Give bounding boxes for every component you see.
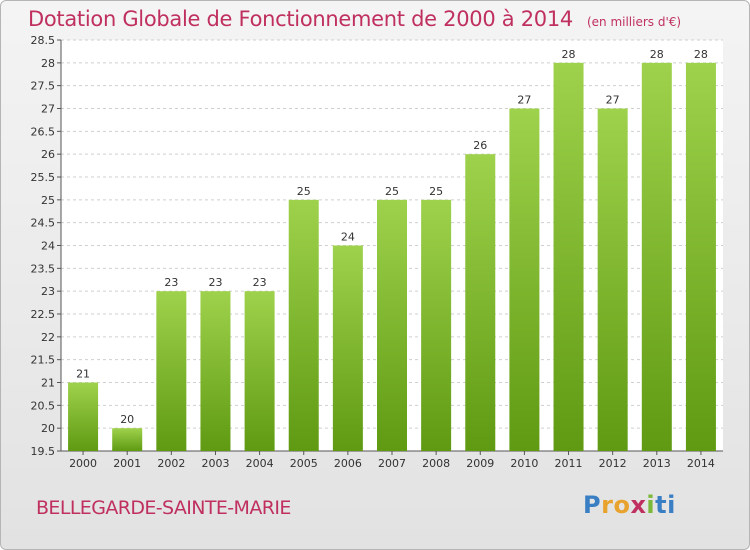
x-tick-label: 2013 xyxy=(643,457,671,470)
bar-value-label: 25 xyxy=(385,185,399,198)
y-tick-label: 24.5 xyxy=(31,217,56,230)
logo-letter: P xyxy=(583,491,602,519)
x-tick-label: 2002 xyxy=(157,457,185,470)
bar-value-label: 28 xyxy=(562,48,576,61)
logo-letter: x xyxy=(630,491,647,519)
bar-value-label: 25 xyxy=(297,185,311,198)
bar-value-label: 28 xyxy=(694,48,708,61)
y-tick-label: 23.5 xyxy=(31,262,56,275)
bar xyxy=(288,199,319,451)
x-tick-label: 2012 xyxy=(599,457,627,470)
y-tick-label: 27 xyxy=(41,103,55,116)
bar xyxy=(685,62,716,451)
bar xyxy=(156,291,187,451)
bar-value-label: 21 xyxy=(76,368,90,381)
bar xyxy=(553,62,584,451)
y-tick-label: 28 xyxy=(41,57,55,70)
logo-letter: i xyxy=(646,491,656,519)
bar xyxy=(421,199,452,451)
y-tick-label: 25.5 xyxy=(31,171,56,184)
y-tick-label: 21.5 xyxy=(31,354,56,367)
bar-value-label: 23 xyxy=(164,276,178,289)
bar xyxy=(68,382,99,451)
x-tick-label: 2005 xyxy=(290,457,318,470)
y-tick-label: 26 xyxy=(41,148,55,161)
y-tick-label: 27.5 xyxy=(31,80,56,93)
bar xyxy=(377,199,407,451)
bar-value-label: 26 xyxy=(473,139,487,152)
bar xyxy=(509,108,540,451)
x-tick-label: 2003 xyxy=(201,457,229,470)
y-tick-label: 25 xyxy=(41,194,55,207)
y-tick-label: 20 xyxy=(41,422,55,435)
x-tick-label: 2008 xyxy=(422,457,450,470)
y-tick-label: 22.5 xyxy=(31,308,56,321)
bar-value-label: 20 xyxy=(120,413,134,426)
bar xyxy=(332,245,363,451)
bar-value-label: 27 xyxy=(606,94,620,107)
bar-value-label: 27 xyxy=(517,94,531,107)
bar xyxy=(641,62,672,451)
bar xyxy=(597,108,628,451)
y-tick-label: 28.5 xyxy=(31,34,56,47)
commune-name: BELLEGARDE-SAINTE-MARIE xyxy=(36,497,291,519)
logo-letter: r xyxy=(601,491,614,519)
chart-title-text: Dotation Globale de Fonctionnement de 20… xyxy=(28,7,573,31)
bar xyxy=(200,291,231,451)
y-tick-label: 22 xyxy=(41,331,55,344)
x-tick-label: 2001 xyxy=(113,457,141,470)
bar-value-label: 23 xyxy=(253,276,267,289)
bar xyxy=(465,154,496,451)
logo-letter: ti xyxy=(655,491,676,519)
bar xyxy=(112,428,143,451)
bar-value-label: 24 xyxy=(341,231,355,244)
x-tick-label: 2006 xyxy=(334,457,362,470)
x-tick-label: 2010 xyxy=(510,457,538,470)
y-tick-label: 23 xyxy=(41,285,55,298)
proxiti-logo[interactable]: Proxiti xyxy=(583,491,676,519)
y-tick-label: 19.5 xyxy=(31,445,56,458)
bar xyxy=(244,291,275,451)
bar-value-label: 28 xyxy=(650,48,664,61)
chart-subtitle: (en milliers d'€) xyxy=(586,15,682,29)
y-tick-label: 24 xyxy=(41,240,55,253)
x-tick-label: 2014 xyxy=(687,457,715,470)
x-tick-label: 2000 xyxy=(69,457,97,470)
bar-value-label: 23 xyxy=(208,276,222,289)
x-tick-label: 2007 xyxy=(378,457,406,470)
logo-letter: o xyxy=(613,491,631,519)
x-tick-label: 2011 xyxy=(555,457,583,470)
x-tick-label: 2004 xyxy=(246,457,274,470)
bar-value-label: 25 xyxy=(429,185,443,198)
chart-title: Dotation Globale de Fonctionnement de 20… xyxy=(28,7,681,31)
y-tick-label: 20.5 xyxy=(31,399,56,412)
x-tick-label: 2009 xyxy=(466,457,494,470)
y-tick-label: 21 xyxy=(41,377,55,390)
y-tick-label: 26.5 xyxy=(31,125,56,138)
